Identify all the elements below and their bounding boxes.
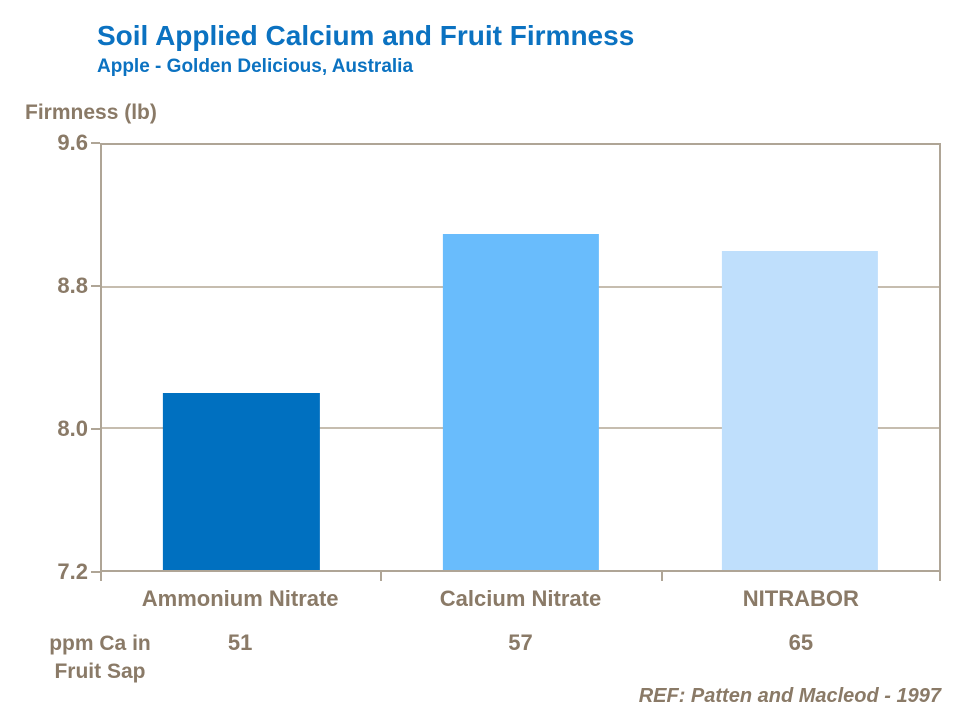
x-tick-mark [100, 572, 102, 581]
y-tick-label-7.2: 7.2 [57, 559, 88, 584]
x-tick-mark [380, 572, 383, 581]
y-tick-mark [91, 571, 100, 573]
x-category-label-ammonium-nitrate: Ammonium Nitrate [141, 586, 339, 611]
y-tick-label-8.8: 8.8 [57, 273, 88, 298]
ppm-row-label-line1: ppm Ca in [49, 632, 151, 655]
ppm-value-ammonium-nitrate: 51 [227, 630, 253, 655]
y-tick-mark [91, 142, 100, 144]
bar-nitrabor [721, 251, 878, 570]
y-tick-mark [91, 428, 100, 430]
y-axis-label: Firmness (lb) [25, 101, 157, 124]
ppm-value-nitrabor: 65 [788, 630, 814, 655]
x-category-label-calcium-nitrate: Calcium Nitrate [439, 586, 602, 611]
x-tick-mark [660, 572, 663, 581]
x-tick-mark [939, 572, 941, 581]
chart-title: Soil Applied Calcium and Fruit Firmness [97, 20, 635, 51]
x-category-label-nitrabor: NITRABOR [742, 586, 859, 611]
y-tick-mark [91, 285, 100, 287]
bar-ammonium-nitrate [163, 392, 320, 570]
bar-calcium-nitrate [442, 233, 599, 570]
ppm-value-calcium-nitrate: 57 [508, 630, 533, 655]
y-tick-label-9.6: 9.6 [57, 130, 88, 155]
plot-area [100, 143, 941, 572]
chart-subtitle: Apple - Golden Delicious, Australia [97, 56, 414, 77]
ppm-row-label-line2: Fruit Sap [54, 660, 146, 683]
reference-text: REF: Patten and Macleod - 1997 [638, 685, 941, 707]
ppm-row-label: ppm Ca in Fruit Sap [28, 630, 172, 686]
y-tick-label-8.0: 8.0 [57, 416, 88, 441]
